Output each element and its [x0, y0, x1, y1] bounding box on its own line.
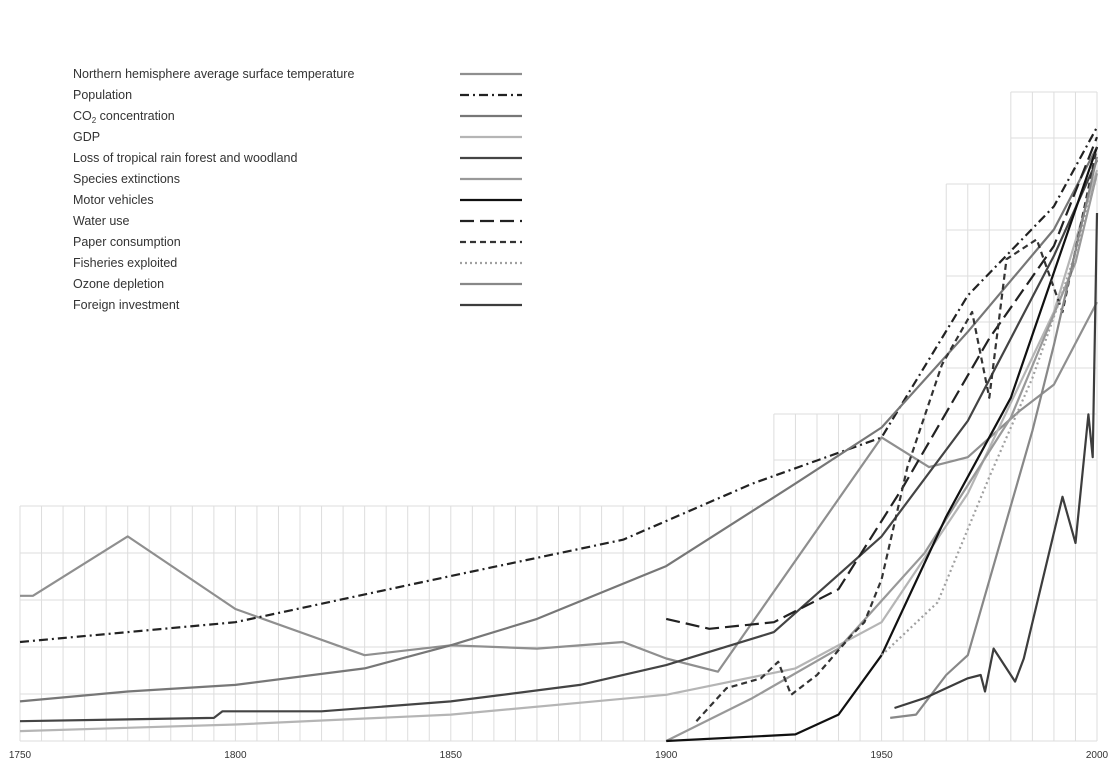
- x-tick-label: 1800: [224, 750, 247, 761]
- legend-label: Foreign investment: [73, 298, 180, 312]
- series-line: [890, 156, 1099, 719]
- x-axis-ticks: 1750 1800 1850 1900 1950 2000: [9, 750, 1109, 761]
- legend-label: GDP: [73, 130, 100, 144]
- x-tick-label: 1850: [440, 750, 463, 761]
- legend-label: Water use: [73, 214, 130, 228]
- legend-label: Loss of tropical rain forest and woodlan…: [73, 151, 297, 165]
- series-line: [19, 146, 1098, 703]
- x-tick-label: 1900: [655, 750, 678, 761]
- legend-label: Motor vehicles: [73, 193, 154, 207]
- series-line: [19, 126, 1098, 644]
- series-line: [20, 301, 1098, 673]
- series-line: [19, 169, 1099, 733]
- legend-label: Fisheries exploited: [73, 256, 177, 270]
- x-tick-label: 1950: [870, 750, 893, 761]
- series-line: [19, 159, 1099, 723]
- series-lines: [19, 126, 1099, 743]
- legend: Northern hemisphere average surface temp…: [73, 67, 522, 312]
- legend-label: Species extinctions: [73, 172, 180, 186]
- series-line: [695, 146, 1099, 722]
- legend-label: CO2 concentration: [73, 109, 175, 125]
- x-tick-label: 2000: [1086, 750, 1109, 761]
- legend-label: Paper consumption: [73, 235, 181, 249]
- legend-label: Northern hemisphere average surface temp…: [73, 67, 354, 81]
- grid: [19, 91, 1098, 742]
- series-line: [665, 173, 1099, 742]
- series-line: [894, 212, 1099, 710]
- series-line: [665, 136, 1099, 630]
- legend-label: Population: [73, 88, 132, 102]
- legend-label: Ozone depletion: [73, 277, 164, 291]
- series-line: [880, 173, 1099, 657]
- x-tick-label: 1750: [9, 750, 32, 761]
